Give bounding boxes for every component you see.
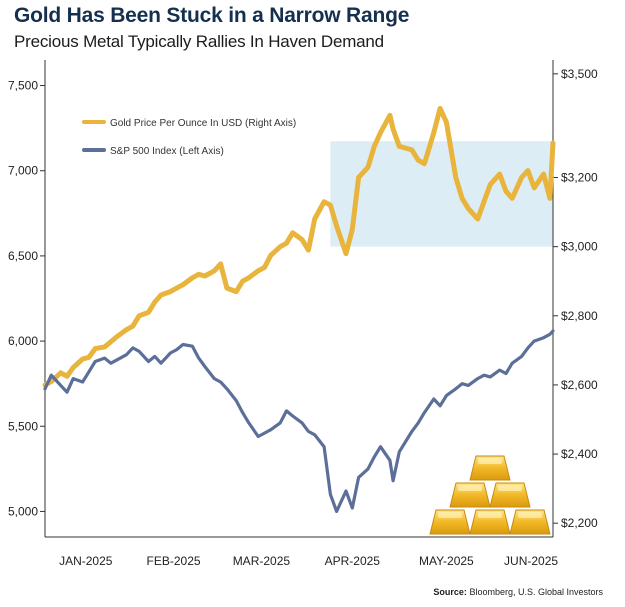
left-tick-label: 6,500 — [8, 249, 38, 263]
source-note: Source: Bloomberg, U.S. Global Investors — [433, 587, 603, 597]
legend-label-sp500: S&P 500 Index (Left Axis) — [110, 146, 224, 157]
left-tick-label: 7,000 — [8, 164, 38, 178]
x-tick-label: FEB-2025 — [147, 554, 201, 568]
x-tick-label: MAR-2025 — [233, 554, 291, 568]
gold-bars-icon — [429, 455, 551, 535]
gold-bar-shine — [518, 512, 542, 518]
right-tick-label: $3,500 — [561, 67, 598, 81]
gold-bar-shine — [478, 512, 502, 518]
x-tick-label: APR-2025 — [325, 554, 381, 568]
right-tick-label: $2,600 — [561, 378, 598, 392]
right-tick-label: $2,200 — [561, 516, 598, 530]
right-tick-label: $3,200 — [561, 171, 598, 185]
right-tick-label: $2,400 — [561, 447, 598, 461]
left-tick-label: 5,000 — [8, 504, 38, 518]
left-tick-label: 5,500 — [8, 419, 38, 433]
gold-bar-shine — [478, 458, 502, 464]
x-tick-label: JAN-2025 — [59, 554, 113, 568]
gold-bar-shine — [458, 485, 482, 491]
source-text: Bloomberg, U.S. Global Investors — [469, 587, 603, 597]
right-tick-label: $2,800 — [561, 309, 598, 323]
left-tick-label: 7,500 — [8, 79, 38, 93]
legend-label-gold: Gold Price Per Ounce In USD (Right Axis) — [110, 118, 296, 129]
gold-price-line — [42, 105, 556, 388]
right-tick-label: $3,000 — [561, 240, 598, 254]
source-label: Source: — [433, 587, 467, 597]
gold-bar-shine — [438, 512, 462, 518]
gold-bar-shine — [498, 485, 522, 491]
x-tick-label: JUN-2025 — [504, 554, 558, 568]
range-highlight-box — [330, 141, 553, 247]
left-tick-label: 6,000 — [8, 334, 38, 348]
chart-subtitle: Precious Metal Typically Rallies In Have… — [14, 32, 384, 51]
sp500-line — [43, 329, 555, 513]
x-tick-label: MAY-2025 — [419, 554, 474, 568]
chart-title: Gold Has Been Stuck in a Narrow Range — [14, 4, 410, 27]
